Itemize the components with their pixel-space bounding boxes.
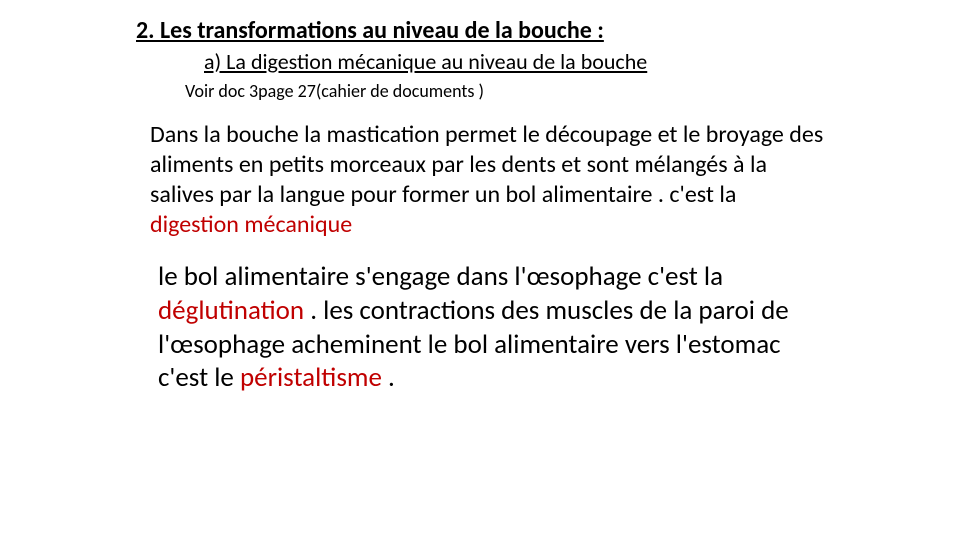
document-page: 2. Les transformations au niveau de la b… [0,0,960,540]
body-text: . [388,361,395,394]
main-heading: 2. Les transformations au niveau de la b… [136,16,604,45]
paragraph-deglutination-peristaltisme: le bol alimentaire s'engage dans l'œsoph… [158,260,828,395]
body-text: le bol alimentaire s'engage dans l'œsoph… [158,260,723,293]
key-term: déglutination [158,294,304,327]
key-term: péristaltisme [240,361,388,394]
paragraph-digestion-mecanique: Dans la bouche la mastication permet le … [150,120,830,240]
doc-reference-note: Voir doc 3page 27(cahier de documents ) [185,80,484,102]
sub-heading: a) La digestion mécanique au niveau de l… [204,48,647,75]
key-term: digestion mécanique [150,210,352,239]
body-text: Dans la bouche la mastication permet le … [150,120,823,209]
